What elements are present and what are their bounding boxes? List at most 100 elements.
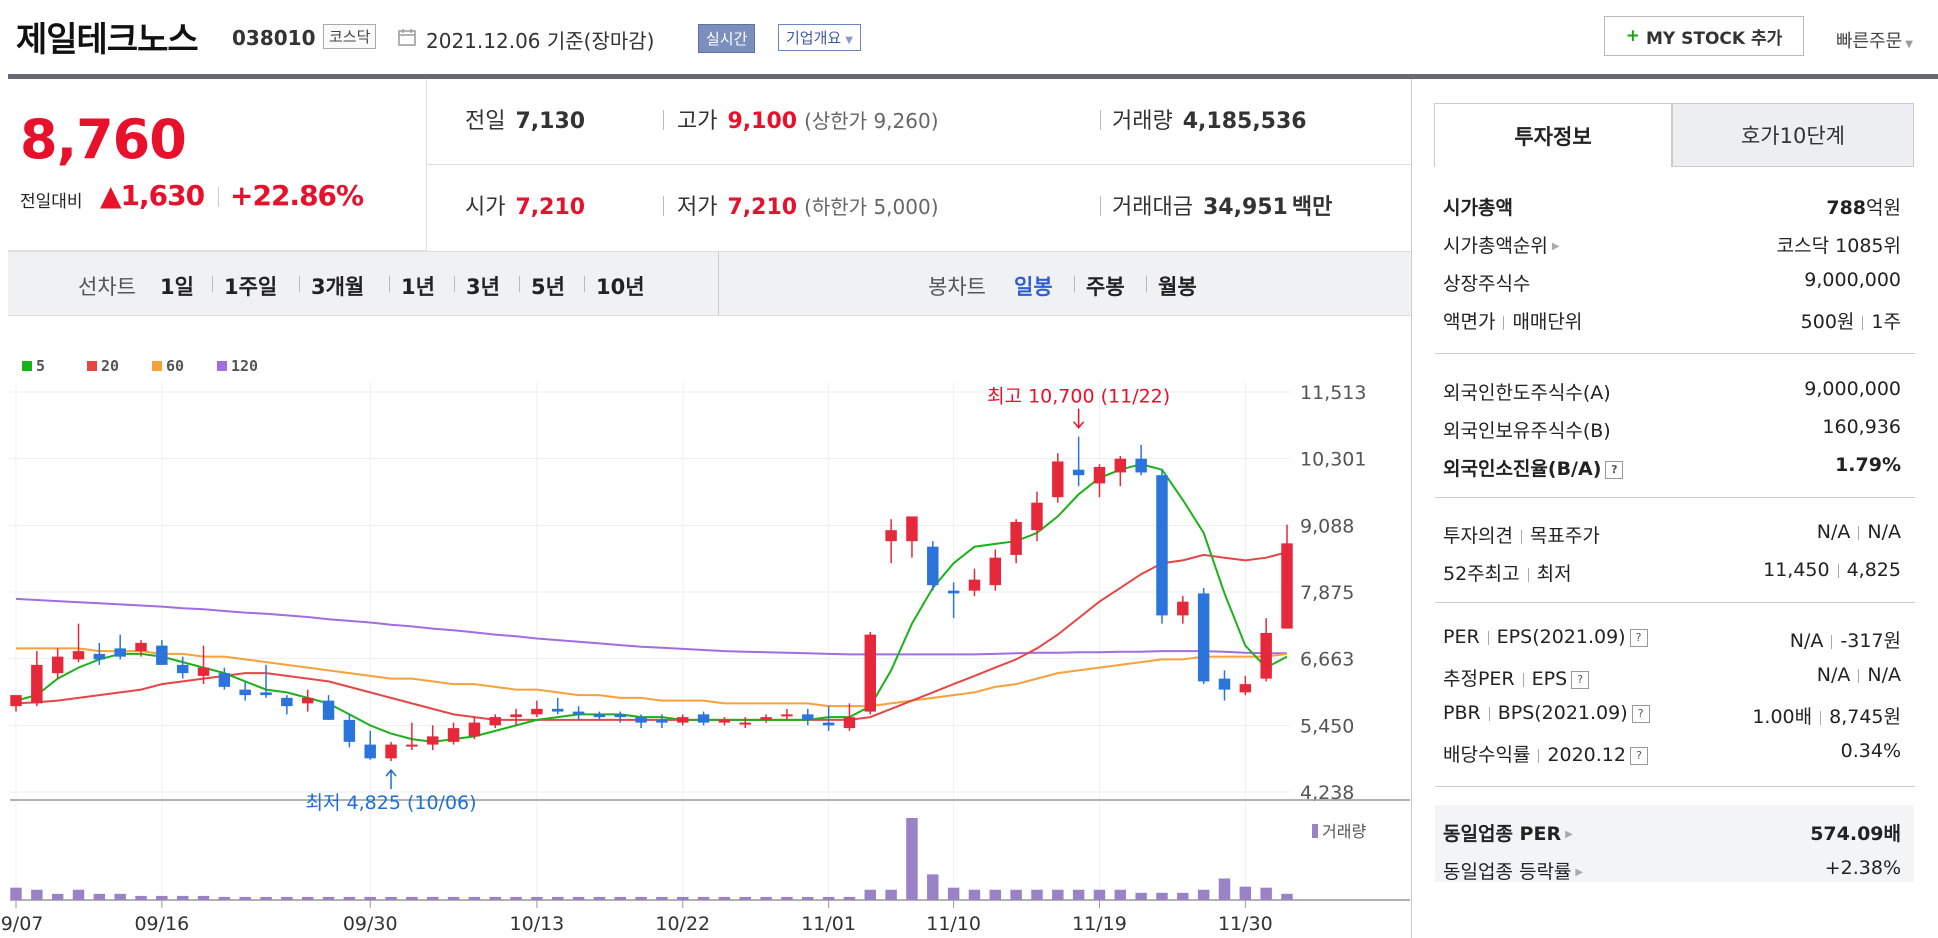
candle-body bbox=[426, 736, 439, 745]
tab-monthly[interactable]: 월봉 bbox=[1158, 275, 1197, 299]
chevron-right-icon: ▶ bbox=[1575, 867, 1584, 878]
candle-body bbox=[260, 692, 272, 696]
candle-body bbox=[656, 719, 668, 723]
candle-body bbox=[1072, 469, 1085, 476]
legend-swatch bbox=[152, 361, 162, 371]
volume-bar bbox=[51, 893, 64, 900]
volume-bar bbox=[593, 896, 606, 900]
tab-3years[interactable]: 3년 bbox=[466, 275, 500, 299]
ma20-line bbox=[15, 551, 1288, 721]
tab-weekly[interactable]: 주봉 bbox=[1086, 275, 1125, 299]
tab-1day[interactable]: 1일 bbox=[160, 275, 194, 299]
volume-bar bbox=[1281, 893, 1293, 900]
stock-chart: 11,513 10,301 9,088 7,875 6,663 5,450 4,238 09/… bbox=[0, 357, 1410, 935]
volume-bar bbox=[697, 896, 710, 900]
volume-bar bbox=[1177, 892, 1189, 900]
change-value: ▲1,630 bbox=[100, 179, 205, 212]
volume-bar bbox=[364, 896, 376, 900]
candle-body bbox=[614, 714, 626, 718]
info-row-per: PER EPS(2021.09)? N/A -317원 bbox=[1443, 626, 1901, 652]
legend-swatch bbox=[87, 361, 97, 371]
help-icon[interactable]: ? bbox=[1605, 460, 1624, 479]
change-percent: +22.86% bbox=[230, 179, 364, 212]
volume-bar bbox=[739, 896, 751, 900]
date-text: 2021.12.06 기준(장마감) bbox=[426, 29, 655, 53]
info-row-par: 액면가 매매단위 500원 1주 bbox=[1443, 311, 1901, 333]
legend-label: 60 bbox=[166, 357, 184, 375]
divider bbox=[584, 276, 585, 292]
info-row-industry-change[interactable]: 동일업종 등락률 ▶ +2.38% bbox=[1443, 857, 1901, 883]
x-tick-label: 10/13 bbox=[510, 913, 565, 935]
candle-body bbox=[239, 689, 251, 696]
volume-bar bbox=[1072, 889, 1085, 900]
volume-bar bbox=[1010, 889, 1022, 900]
x-tick-label: 11/10 bbox=[926, 913, 981, 935]
volume-bar bbox=[1114, 889, 1127, 900]
candle-body bbox=[72, 651, 85, 660]
volume-bar bbox=[156, 895, 168, 900]
volume-bar bbox=[635, 896, 647, 900]
candle-body bbox=[572, 711, 585, 715]
tab-10years[interactable]: 10년 bbox=[596, 275, 645, 299]
volume-bar bbox=[31, 889, 43, 900]
volume-bar bbox=[656, 896, 668, 900]
volume-bar bbox=[572, 896, 585, 900]
candle-body bbox=[156, 645, 168, 665]
calendar-icon bbox=[398, 29, 416, 46]
candle-body bbox=[281, 697, 293, 707]
candle-body bbox=[531, 708, 543, 715]
company-overview-dropdown[interactable]: 기업개요 ▼ bbox=[778, 24, 861, 51]
volume-bar bbox=[1218, 878, 1231, 900]
candle-chart-label: 봉차트 bbox=[928, 275, 986, 299]
header-divider bbox=[8, 74, 1938, 79]
info-row-52week: 52주최고 최저 11,450 4,825 bbox=[1443, 559, 1901, 585]
high-arrow bbox=[1073, 408, 1085, 429]
volume-bar bbox=[1031, 889, 1043, 900]
volume-bar bbox=[1052, 889, 1064, 900]
x-tick-label: 11/19 bbox=[1072, 913, 1127, 935]
candle-body bbox=[364, 744, 376, 759]
candle-body bbox=[822, 722, 835, 726]
tab-investment-info[interactable]: 투자정보 bbox=[1434, 103, 1672, 167]
info-row-shares: 상장주식수 9,000,000 bbox=[1443, 269, 1901, 295]
trade-amount: 거래대금 34,951 백만 bbox=[1112, 195, 1333, 220]
candle-body bbox=[447, 728, 460, 742]
info-tabs: 투자정보 호가10단계 bbox=[1434, 103, 1914, 167]
mystock-add-button[interactable]: + MY STOCK 추가 bbox=[1604, 16, 1804, 56]
open-price: 시가 7,210 bbox=[465, 195, 586, 220]
ma120-line bbox=[15, 597, 1287, 656]
help-icon[interactable]: ? bbox=[1631, 704, 1650, 723]
volume-bar bbox=[1197, 889, 1210, 900]
volume-bar bbox=[281, 896, 293, 900]
volume: 거래량 4,185,536 bbox=[1112, 109, 1307, 134]
help-icon[interactable]: ? bbox=[1571, 670, 1590, 689]
help-icon[interactable]: ? bbox=[1629, 628, 1648, 647]
tab-5years[interactable]: 5년 bbox=[531, 275, 565, 299]
tab-order-book[interactable]: 호가10단계 bbox=[1672, 103, 1914, 167]
info-row-mcap-rank[interactable]: 시가총액순위 ▶ 코스닥 1085위 bbox=[1443, 235, 1901, 257]
tab-3months[interactable]: 3개월 bbox=[311, 275, 365, 299]
quick-order-dropdown[interactable]: 빠른주문 ▼ bbox=[1836, 27, 1913, 53]
tab-1week[interactable]: 1주일 bbox=[224, 275, 278, 299]
volume-bar bbox=[802, 896, 814, 900]
candle-body bbox=[1010, 521, 1022, 555]
info-row-industry-per[interactable]: 동일업종 PER ▶ 574.09배 bbox=[1443, 823, 1901, 845]
info-row-foreign-ratio: 외국인소진율(B/A)? 1.79% bbox=[1443, 454, 1901, 480]
volume-bar bbox=[781, 896, 793, 900]
volume-bar bbox=[322, 896, 335, 900]
realtime-button[interactable]: 실시간 bbox=[698, 24, 756, 53]
candle-body bbox=[906, 516, 918, 542]
candle-body bbox=[1218, 678, 1231, 690]
legend-label: 20 bbox=[101, 357, 119, 375]
help-icon[interactable]: ? bbox=[1629, 746, 1648, 765]
stock-code: 038010 bbox=[232, 26, 316, 50]
volume-bar bbox=[1093, 889, 1106, 900]
candle-body bbox=[197, 667, 210, 676]
line-chart-label: 선차트 bbox=[78, 275, 136, 299]
y-tick-label: 9,088 bbox=[1300, 515, 1354, 537]
divider bbox=[389, 276, 390, 292]
legend-label: 120 bbox=[231, 357, 258, 375]
tab-1year[interactable]: 1년 bbox=[401, 275, 435, 299]
tab-daily[interactable]: 일봉 bbox=[1014, 275, 1053, 299]
high-annotation: 최고 10,700 (11/22) bbox=[987, 386, 1170, 408]
